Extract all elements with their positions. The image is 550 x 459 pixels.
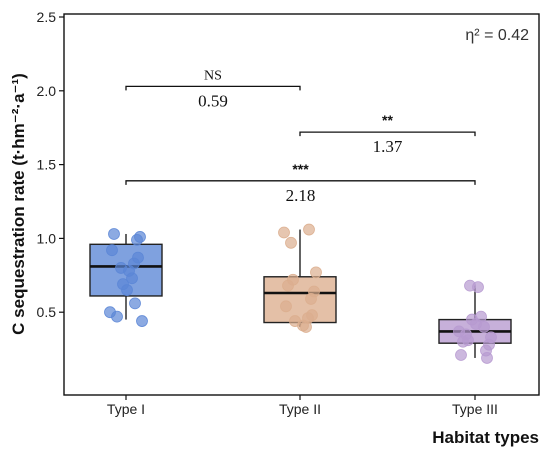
data-point: [285, 236, 297, 249]
significance-bracket: [125, 180, 476, 185]
comparison-value: 1.37: [373, 137, 403, 156]
data-point: [481, 352, 493, 364]
data-point: [129, 297, 141, 310]
effect-size-label: η² = 0.42: [465, 27, 529, 44]
data-point: [300, 321, 312, 333]
data-point: [111, 310, 123, 323]
data-point: [310, 266, 322, 279]
data-point: [457, 335, 469, 348]
y-axis-title: C sequestration rate (t·hm⁻²·a⁻¹): [9, 73, 28, 335]
y-tick-label: 0.5: [37, 304, 57, 320]
data-point: [478, 321, 490, 333]
x-axis-title: Habitat types: [432, 428, 539, 447]
y-tick-label: 2.0: [37, 83, 57, 99]
data-point: [455, 349, 467, 361]
significance-bracket: [125, 85, 301, 91]
data-point: [126, 272, 138, 285]
data-point: [280, 300, 292, 313]
x-tick-label: Type III: [452, 401, 498, 417]
data-point: [303, 223, 315, 236]
data-point: [106, 244, 118, 257]
significance-label: NS: [204, 68, 222, 83]
plot-frame: [63, 13, 540, 396]
data-point: [131, 233, 143, 246]
comparison-value: 2.18: [286, 186, 316, 205]
significance-label: **: [382, 112, 393, 128]
comparison-value: 0.59: [198, 91, 228, 110]
data-point: [136, 315, 148, 327]
data-point: [278, 226, 290, 239]
data-point: [282, 279, 294, 292]
x-tick-label: Type II: [279, 401, 321, 417]
y-tick-label: 1.5: [37, 157, 57, 173]
significance-bracket: [299, 131, 476, 137]
data-point: [121, 284, 133, 296]
y-tick-label: 1.0: [37, 230, 57, 246]
data-point: [305, 293, 317, 305]
x-tick-label: Type I: [107, 401, 145, 417]
data-point: [108, 228, 120, 240]
data-point: [472, 281, 484, 294]
y-tick-label: 2.5: [37, 9, 57, 25]
significance-label: ***: [292, 161, 309, 177]
box-iqr: [263, 276, 337, 324]
